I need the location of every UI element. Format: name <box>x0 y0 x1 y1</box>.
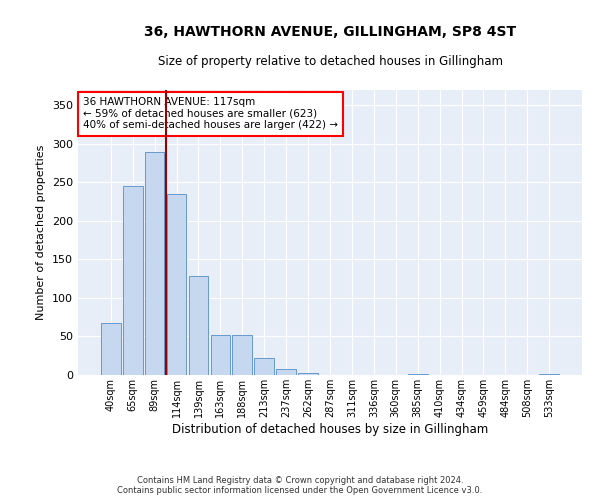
Bar <box>254 358 274 375</box>
Bar <box>211 335 230 375</box>
Bar <box>276 369 296 375</box>
Bar <box>188 276 208 375</box>
Text: 36, HAWTHORN AVENUE, GILLINGHAM, SP8 4ST: 36, HAWTHORN AVENUE, GILLINGHAM, SP8 4ST <box>144 25 516 39</box>
Bar <box>298 374 318 375</box>
Text: 36 HAWTHORN AVENUE: 117sqm
← 59% of detached houses are smaller (623)
40% of sem: 36 HAWTHORN AVENUE: 117sqm ← 59% of deta… <box>83 97 338 130</box>
Bar <box>167 194 187 375</box>
Y-axis label: Number of detached properties: Number of detached properties <box>37 145 46 320</box>
Bar <box>408 374 428 375</box>
Text: Size of property relative to detached houses in Gillingham: Size of property relative to detached ho… <box>157 55 503 68</box>
Bar <box>145 152 164 375</box>
Bar <box>123 186 143 375</box>
Text: Contains HM Land Registry data © Crown copyright and database right 2024.
Contai: Contains HM Land Registry data © Crown c… <box>118 476 482 495</box>
Bar <box>539 374 559 375</box>
Bar <box>232 335 252 375</box>
Bar <box>101 322 121 375</box>
X-axis label: Distribution of detached houses by size in Gillingham: Distribution of detached houses by size … <box>172 422 488 436</box>
